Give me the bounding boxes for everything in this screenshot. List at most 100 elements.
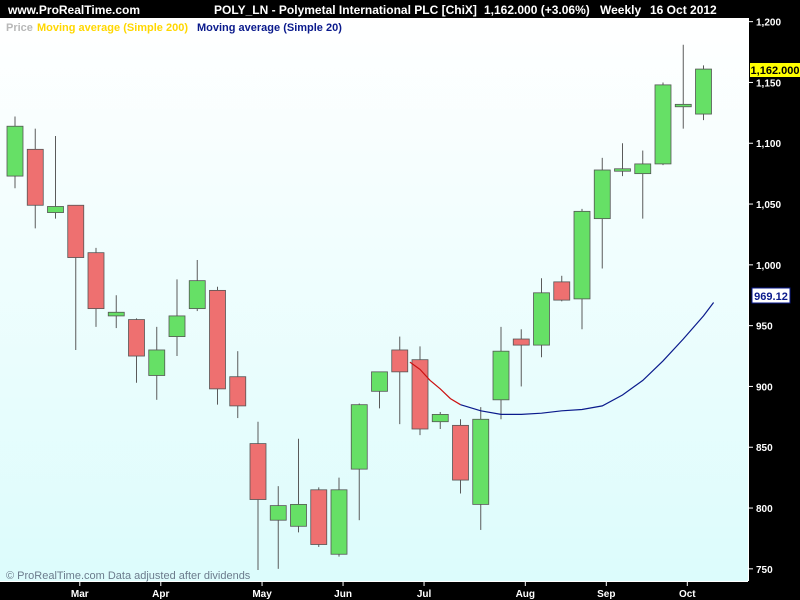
candle-body-up xyxy=(47,206,64,213)
candle-body-down xyxy=(411,359,429,430)
y-tick-label: 750 xyxy=(756,565,773,576)
candle xyxy=(188,259,206,312)
candle xyxy=(168,279,186,357)
candle xyxy=(290,438,307,533)
site-title: www.ProRealTime.com xyxy=(7,3,140,17)
candle-body-up xyxy=(614,168,631,172)
candle xyxy=(6,116,24,189)
candle-body-down xyxy=(553,281,571,301)
candle-body-up xyxy=(168,315,186,337)
candles-layer xyxy=(6,44,712,571)
candle-body-down xyxy=(391,349,409,373)
candle-body-down xyxy=(310,489,328,545)
candle xyxy=(533,278,550,358)
y-tick-label: 800 xyxy=(756,504,773,515)
footer-note: © ProRealTime.com Data adjusted after di… xyxy=(6,570,251,582)
candle xyxy=(148,326,166,400)
candle xyxy=(411,346,429,436)
candle-body-down xyxy=(209,289,226,390)
candle-body-up xyxy=(533,292,550,346)
candle xyxy=(695,65,712,121)
candle-body-up xyxy=(674,103,692,108)
last-price-label: 1,162.000 xyxy=(750,63,800,77)
candle xyxy=(553,275,571,302)
x-tick-label: Oct xyxy=(679,589,696,600)
candle-body-up xyxy=(371,371,388,392)
candle-body-up xyxy=(6,125,24,177)
candle xyxy=(634,150,652,219)
candle-body-down xyxy=(128,319,145,357)
candle xyxy=(310,487,328,547)
date-text: 16 Oct 2012 xyxy=(650,3,717,17)
y-tick-label: 1,000 xyxy=(756,261,781,272)
legend-ma200: Moving average (Simple 200) xyxy=(37,22,188,34)
candle xyxy=(391,336,409,425)
candle-body-up xyxy=(634,163,652,175)
candle-body-up xyxy=(148,349,166,376)
candle-body-up xyxy=(269,505,287,521)
y-tick-label: 1,200 xyxy=(756,18,781,29)
last-price-text: 1,162.000 xyxy=(751,65,800,77)
legend-ma20: Moving average (Simple 20) xyxy=(197,22,342,34)
candle-body-up xyxy=(330,489,348,555)
x-tick-label: Aug xyxy=(516,589,535,600)
candle-body-up xyxy=(593,169,611,220)
candle-body-down xyxy=(452,424,469,481)
candle-body-up xyxy=(695,68,712,115)
candle xyxy=(107,295,125,329)
candle xyxy=(371,371,388,409)
x-tick-label: Apr xyxy=(152,589,169,600)
candle xyxy=(654,82,672,166)
candle xyxy=(614,143,631,177)
y-tick-label: 1,050 xyxy=(756,200,781,211)
ma20-value-text: 969.12 xyxy=(754,291,788,303)
candle xyxy=(87,247,105,327)
y-axis: 750 800 850 900 950 1,000 1,050 1,100 1,150 1,200 xyxy=(748,18,781,576)
candle-body-up xyxy=(290,503,307,527)
ma20-line-layer xyxy=(409,302,715,415)
candle xyxy=(269,486,287,569)
candle-body-up xyxy=(431,414,449,423)
instrument-title: POLY_LN - Polymetal International PLC [C… xyxy=(214,3,477,17)
candle xyxy=(350,403,368,521)
candle xyxy=(472,407,490,530)
candle xyxy=(573,208,591,330)
y-tick-label: 1,150 xyxy=(756,78,781,89)
x-tick-label: Jun xyxy=(334,589,352,600)
candle xyxy=(128,318,145,383)
candle-body-up xyxy=(492,350,510,401)
x-tick-label: May xyxy=(252,589,272,600)
candle xyxy=(330,477,348,557)
candle-body-up xyxy=(107,311,125,317)
legend-price: Price xyxy=(6,22,33,34)
candle-body-down xyxy=(87,252,105,310)
period-text: Weekly xyxy=(600,3,641,17)
x-axis: Mar Apr May Jun Jul Aug Sep Oct xyxy=(71,581,696,600)
candle-body-up xyxy=(573,210,591,300)
candle-body-down xyxy=(249,443,267,500)
x-tick-label: Sep xyxy=(597,589,615,600)
candle-body-down xyxy=(67,204,85,258)
candle-body-up xyxy=(472,418,490,505)
candle-body-down xyxy=(512,338,530,346)
quote-text: 1,162.000 (+3.06%) xyxy=(484,3,590,17)
y-tick-label: 850 xyxy=(756,443,773,454)
candle xyxy=(26,128,44,229)
candle-body-up xyxy=(350,404,368,470)
candle xyxy=(249,421,267,571)
candle-body-down xyxy=(26,148,44,206)
candle xyxy=(593,157,611,269)
candle-body-up xyxy=(654,84,672,165)
y-tick-label: 1,100 xyxy=(756,139,781,150)
candle xyxy=(452,419,469,494)
candle xyxy=(674,44,692,129)
plot-area[interactable] xyxy=(0,18,748,581)
x-tick-label: Mar xyxy=(71,589,89,600)
candle-body-up xyxy=(188,280,206,310)
y-tick-label: 950 xyxy=(756,322,773,333)
candle xyxy=(512,329,530,387)
ma20-line xyxy=(460,302,715,415)
candle xyxy=(47,135,64,219)
